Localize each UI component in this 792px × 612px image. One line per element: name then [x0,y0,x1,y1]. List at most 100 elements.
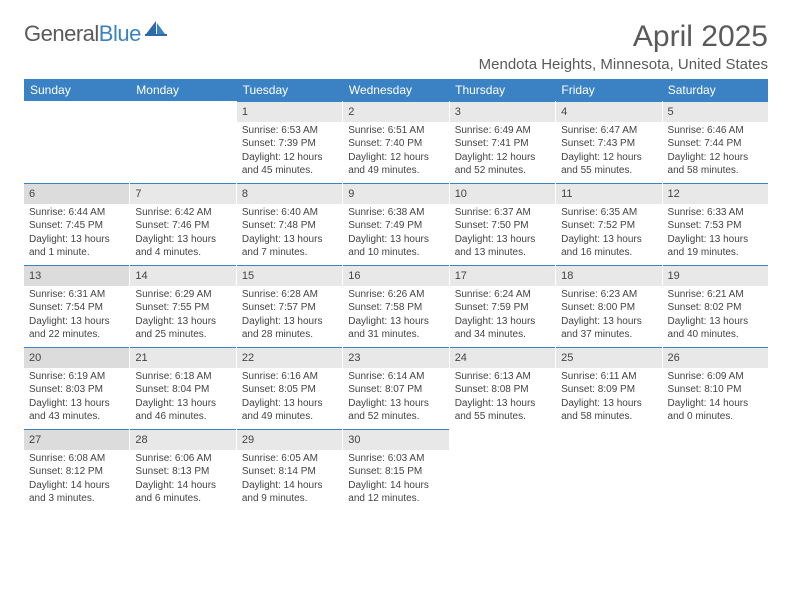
title-block: April 2025 Mendota Heights, Minnesota, U… [479,20,768,73]
day-cell: 17Sunrise: 6:24 AMSunset: 7:59 PMDayligh… [450,265,556,347]
sunset-line: Sunset: 7:52 PM [561,219,656,233]
day-cell: 23Sunrise: 6:14 AMSunset: 8:07 PMDayligh… [343,347,449,429]
day-body: Sunrise: 6:05 AMSunset: 8:14 PMDaylight:… [237,450,342,511]
daylight-line: Daylight: 12 hours and 45 minutes. [242,151,337,178]
dow-header-cell: Friday [555,79,661,101]
day-number: 14 [130,265,235,286]
sunrise-line: Sunrise: 6:29 AM [135,288,230,302]
day-number: 26 [663,347,768,368]
sunrise-line: Sunrise: 6:42 AM [135,206,230,220]
day-number: 4 [556,101,661,122]
day-number: 29 [237,429,342,450]
day-body: Sunrise: 6:13 AMSunset: 8:08 PMDaylight:… [450,368,555,429]
daylight-line: Daylight: 14 hours and 9 minutes. [242,479,337,506]
day-body: Sunrise: 6:47 AMSunset: 7:43 PMDaylight:… [556,122,661,183]
daylight-line: Daylight: 13 hours and 31 minutes. [348,315,443,342]
day-body: Sunrise: 6:28 AMSunset: 7:57 PMDaylight:… [237,286,342,347]
dow-header-row: SundayMondayTuesdayWednesdayThursdayFrid… [24,79,768,101]
day-body: Sunrise: 6:38 AMSunset: 7:49 PMDaylight:… [343,204,448,265]
brand-logo: GeneralBlue [24,20,167,47]
week-row: 27Sunrise: 6:08 AMSunset: 8:12 PMDayligh… [24,429,768,511]
day-body: Sunrise: 6:14 AMSunset: 8:07 PMDaylight:… [343,368,448,429]
sunrise-line: Sunrise: 6:53 AM [242,124,337,138]
dow-header-cell: Tuesday [237,79,343,101]
sunset-line: Sunset: 7:39 PM [242,137,337,151]
day-cell [556,429,662,511]
day-number: 10 [450,183,555,204]
sunset-line: Sunset: 8:08 PM [455,383,550,397]
day-body: Sunrise: 6:51 AMSunset: 7:40 PMDaylight:… [343,122,448,183]
day-number: 28 [130,429,235,450]
day-number: 5 [663,101,768,122]
day-number: 15 [237,265,342,286]
day-number: 8 [237,183,342,204]
day-cell: 15Sunrise: 6:28 AMSunset: 7:57 PMDayligh… [237,265,343,347]
day-body: Sunrise: 6:33 AMSunset: 7:53 PMDaylight:… [663,204,768,265]
sunrise-line: Sunrise: 6:05 AM [242,452,337,466]
dow-header-cell: Thursday [449,79,555,101]
daylight-line: Daylight: 13 hours and 28 minutes. [242,315,337,342]
sunrise-line: Sunrise: 6:18 AM [135,370,230,384]
day-cell: 16Sunrise: 6:26 AMSunset: 7:58 PMDayligh… [343,265,449,347]
day-cell: 26Sunrise: 6:09 AMSunset: 8:10 PMDayligh… [663,347,768,429]
sunset-line: Sunset: 8:05 PM [242,383,337,397]
sunset-line: Sunset: 7:57 PM [242,301,337,315]
sunrise-line: Sunrise: 6:11 AM [561,370,656,384]
daylight-line: Daylight: 12 hours and 55 minutes. [561,151,656,178]
daylight-line: Daylight: 13 hours and 40 minutes. [668,315,763,342]
sunrise-line: Sunrise: 6:46 AM [668,124,763,138]
day-cell: 9Sunrise: 6:38 AMSunset: 7:49 PMDaylight… [343,183,449,265]
sunset-line: Sunset: 8:04 PM [135,383,230,397]
calendar-grid: SundayMondayTuesdayWednesdayThursdayFrid… [24,79,768,511]
day-body: Sunrise: 6:11 AMSunset: 8:09 PMDaylight:… [556,368,661,429]
sunset-line: Sunset: 7:43 PM [561,137,656,151]
day-number: 22 [237,347,342,368]
daylight-line: Daylight: 14 hours and 12 minutes. [348,479,443,506]
day-number: 9 [343,183,448,204]
daylight-line: Daylight: 13 hours and 37 minutes. [561,315,656,342]
day-cell: 19Sunrise: 6:21 AMSunset: 8:02 PMDayligh… [663,265,768,347]
day-body: Sunrise: 6:31 AMSunset: 7:54 PMDaylight:… [24,286,129,347]
day-cell: 22Sunrise: 6:16 AMSunset: 8:05 PMDayligh… [237,347,343,429]
sunset-line: Sunset: 8:14 PM [242,465,337,479]
day-cell [130,101,236,183]
day-cell: 30Sunrise: 6:03 AMSunset: 8:15 PMDayligh… [343,429,449,511]
daylight-line: Daylight: 14 hours and 6 minutes. [135,479,230,506]
day-cell: 18Sunrise: 6:23 AMSunset: 8:00 PMDayligh… [556,265,662,347]
day-number: 17 [450,265,555,286]
sunrise-line: Sunrise: 6:23 AM [561,288,656,302]
day-number: 30 [343,429,448,450]
day-body: Sunrise: 6:19 AMSunset: 8:03 PMDaylight:… [24,368,129,429]
day-cell: 3Sunrise: 6:49 AMSunset: 7:41 PMDaylight… [450,101,556,183]
sunrise-line: Sunrise: 6:35 AM [561,206,656,220]
day-number: 24 [450,347,555,368]
sunrise-line: Sunrise: 6:28 AM [242,288,337,302]
daylight-line: Daylight: 13 hours and 4 minutes. [135,233,230,260]
day-cell: 4Sunrise: 6:47 AMSunset: 7:43 PMDaylight… [556,101,662,183]
day-number: 1 [237,101,342,122]
daylight-line: Daylight: 13 hours and 34 minutes. [455,315,550,342]
day-body: Sunrise: 6:42 AMSunset: 7:46 PMDaylight:… [130,204,235,265]
week-row: 13Sunrise: 6:31 AMSunset: 7:54 PMDayligh… [24,265,768,347]
day-body: Sunrise: 6:37 AMSunset: 7:50 PMDaylight:… [450,204,555,265]
day-cell: 7Sunrise: 6:42 AMSunset: 7:46 PMDaylight… [130,183,236,265]
sunrise-line: Sunrise: 6:03 AM [348,452,443,466]
day-cell: 21Sunrise: 6:18 AMSunset: 8:04 PMDayligh… [130,347,236,429]
daylight-line: Daylight: 13 hours and 52 minutes. [348,397,443,424]
sunset-line: Sunset: 8:02 PM [668,301,763,315]
brand-word2: Blue [99,21,141,46]
day-cell: 11Sunrise: 6:35 AMSunset: 7:52 PMDayligh… [556,183,662,265]
daylight-line: Daylight: 13 hours and 55 minutes. [455,397,550,424]
day-body: Sunrise: 6:49 AMSunset: 7:41 PMDaylight:… [450,122,555,183]
day-body: Sunrise: 6:44 AMSunset: 7:45 PMDaylight:… [24,204,129,265]
day-body: Sunrise: 6:35 AMSunset: 7:52 PMDaylight:… [556,204,661,265]
day-body: Sunrise: 6:26 AMSunset: 7:58 PMDaylight:… [343,286,448,347]
dow-header-cell: Monday [130,79,236,101]
day-cell: 27Sunrise: 6:08 AMSunset: 8:12 PMDayligh… [24,429,130,511]
day-number: 6 [24,183,129,204]
dow-header-cell: Sunday [24,79,130,101]
week-row: 20Sunrise: 6:19 AMSunset: 8:03 PMDayligh… [24,347,768,429]
day-number: 16 [343,265,448,286]
day-cell: 8Sunrise: 6:40 AMSunset: 7:48 PMDaylight… [237,183,343,265]
day-cell: 20Sunrise: 6:19 AMSunset: 8:03 PMDayligh… [24,347,130,429]
